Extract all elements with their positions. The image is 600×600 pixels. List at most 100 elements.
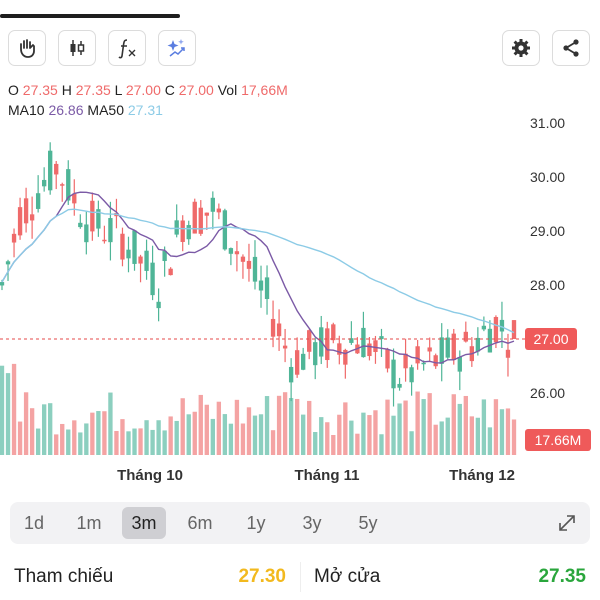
candle-body <box>126 249 131 259</box>
hand-tool-button[interactable] <box>8 30 46 66</box>
candle-body <box>391 359 396 389</box>
candle-body <box>234 251 240 255</box>
range-5y-button[interactable]: 5y <box>358 513 378 533</box>
volume-bar <box>313 431 318 455</box>
volume-bar <box>349 420 354 455</box>
candle-body <box>17 207 23 236</box>
y-tick-label: 31.00 <box>530 115 565 131</box>
candle-body <box>66 169 71 201</box>
reference-label: Tham chiếu <box>14 566 114 587</box>
candle-body <box>11 233 17 243</box>
volume-bar <box>288 397 294 455</box>
indicator-button[interactable] <box>108 30 146 66</box>
open-label: O <box>8 82 19 98</box>
volume-bar <box>66 429 71 455</box>
volume-bar <box>90 412 95 455</box>
range-1m-button[interactable]: 1m <box>76 513 102 533</box>
volume-bar <box>433 424 438 455</box>
candle-body <box>216 208 222 213</box>
candle-body <box>307 330 312 352</box>
candle-body <box>343 349 348 365</box>
close-label: C <box>164 82 175 98</box>
candle-body <box>150 262 155 296</box>
price-chart[interactable]: 31.0030.0029.0028.0027.0026.0027.0017.66… <box>0 110 600 490</box>
candle-body <box>433 355 438 367</box>
volume-bar <box>11 363 17 455</box>
ma50-label: MA50 <box>87 102 124 118</box>
volume-bar <box>234 399 240 455</box>
candle-body <box>120 233 125 260</box>
volume-bar <box>379 434 384 455</box>
candle-body <box>132 230 137 264</box>
volume-bar <box>445 417 450 455</box>
volume-bar <box>180 398 185 455</box>
low-value: 27.00 <box>125 82 161 98</box>
range-3y-button[interactable]: 3y <box>302 513 322 533</box>
ma10-value: 26.86 <box>48 102 84 118</box>
volume-bar <box>174 420 179 455</box>
volume-bar <box>499 409 505 455</box>
volume-bar <box>270 430 276 455</box>
volume-bar <box>343 402 348 455</box>
volume-bar <box>331 434 336 455</box>
volume-bar <box>162 430 167 455</box>
candle-body <box>96 209 101 229</box>
volume-bar <box>5 373 11 455</box>
volume-bar <box>355 433 360 455</box>
candle-body <box>41 179 47 187</box>
candle-body <box>210 197 215 212</box>
high-value: 27.35 <box>75 82 111 98</box>
volume-bar <box>409 431 414 455</box>
x-tick-label: Tháng 10 <box>117 467 183 484</box>
volume-bar <box>246 407 252 455</box>
candlestick-icon <box>70 40 85 56</box>
volume-bar <box>307 400 312 455</box>
settings-button[interactable] <box>502 30 540 66</box>
range-3m-button[interactable]: 3m <box>122 507 166 539</box>
open-price-label: Mở cửa <box>314 566 381 587</box>
ai-analysis-button[interactable] <box>158 30 196 66</box>
range-1d-button[interactable]: 1d <box>23 513 45 533</box>
expand-icon[interactable] <box>556 512 578 534</box>
ma50-line <box>1 208 515 334</box>
ma10-label: MA10 <box>8 102 45 118</box>
volume-bar <box>17 421 23 455</box>
volume-bar <box>108 392 113 455</box>
range-1y-button[interactable]: 1y <box>246 513 266 533</box>
candle-body <box>276 323 282 337</box>
volume-bar <box>337 414 342 455</box>
candle-body <box>439 337 444 364</box>
volume-bar <box>41 404 47 455</box>
volume-bar <box>403 400 408 455</box>
chart-type-button[interactable] <box>58 30 96 66</box>
candle-body <box>168 268 173 276</box>
volume-bar <box>204 404 209 455</box>
candle-body <box>475 337 481 352</box>
candle-body <box>23 198 29 224</box>
candle-body <box>186 225 191 240</box>
candle-body <box>29 214 35 221</box>
candle-body <box>294 350 300 375</box>
candle-body <box>258 280 264 291</box>
candle-body <box>174 220 179 235</box>
candle-body <box>264 277 270 300</box>
open-price-value: 27.35 <box>538 566 586 587</box>
volume-bar <box>282 392 288 455</box>
volume-bar <box>222 414 228 455</box>
volume-bar <box>120 419 125 455</box>
candle-body <box>252 256 258 282</box>
share-button[interactable] <box>552 30 590 66</box>
volume-bar <box>216 401 222 455</box>
range-6m-button[interactable]: 6m <box>187 513 213 533</box>
volume-bar <box>192 411 197 455</box>
low-label: L <box>114 82 122 98</box>
volume-bar <box>258 414 264 455</box>
volume-bar <box>168 416 173 455</box>
volume-bar <box>427 393 432 455</box>
volume-bar <box>367 415 372 455</box>
candle-body <box>367 343 372 357</box>
ohlc-readout: O 27.35 H 27.35 L 27.00 C 27.00 Vol 17,6… <box>8 82 288 98</box>
candle-body <box>409 367 414 383</box>
function-icon <box>118 39 136 59</box>
candle-body <box>373 340 378 352</box>
